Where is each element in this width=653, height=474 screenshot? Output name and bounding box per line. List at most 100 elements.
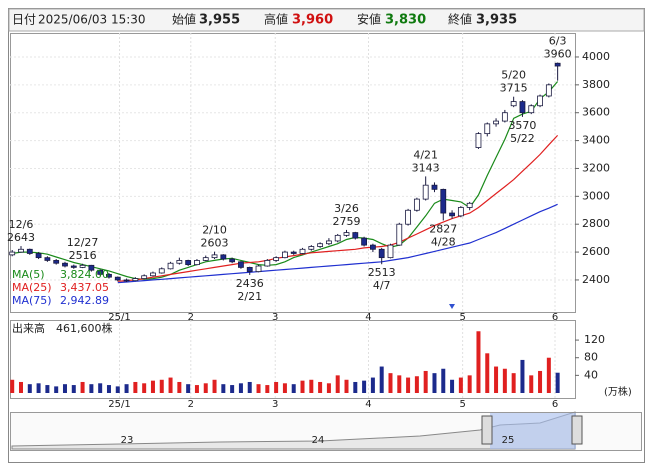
volume-bar: [115, 386, 120, 393]
candle-body: [537, 95, 543, 107]
volume-bar: [106, 385, 111, 393]
x-tick-label: 4: [365, 399, 371, 410]
annotation-label: 3/26: [334, 202, 359, 215]
date: 2025/06/03 15:30: [38, 13, 146, 27]
volume-bar: [362, 380, 367, 393]
volume-bar: [467, 375, 472, 393]
candle-body: [528, 105, 535, 114]
volume-bar: [520, 359, 525, 393]
x-tick-label: 5: [459, 399, 465, 410]
annotation-label: 5/20: [501, 69, 526, 82]
volume-unit: (万株): [604, 385, 632, 398]
volume-bar: [80, 381, 85, 393]
volume-bar: [555, 372, 560, 393]
candle-body: [449, 212, 455, 217]
volume-bar: [71, 385, 76, 393]
annotation-value: 2516: [69, 249, 97, 262]
candle-body: [326, 240, 332, 245]
annotation-value: 3570: [508, 119, 536, 132]
annotation-label: 5/22: [510, 132, 535, 145]
legend-value: 3,824.00: [60, 268, 109, 281]
annotation-value: 2759: [333, 215, 361, 228]
volume-bar: [450, 379, 455, 393]
volume-bar: [274, 381, 279, 393]
candle-body: [18, 248, 24, 253]
annotation-label: 4/28: [431, 235, 456, 248]
candle-body: [378, 248, 385, 259]
volume-bar: [529, 375, 534, 393]
volume-bar: [150, 380, 155, 393]
candle-body: [185, 260, 192, 266]
candle-body: [299, 248, 306, 254]
x-tick-label: 5: [459, 312, 465, 323]
candle-body: [246, 267, 253, 272]
volume-bar: [282, 383, 287, 393]
navigator-handle[interactable]: [481, 415, 493, 445]
volume-bar: [247, 381, 252, 393]
open-label: 始値: [172, 12, 196, 27]
volume-bar: [318, 381, 323, 393]
annotation-label: 4/21: [413, 148, 438, 161]
volume-bar: [494, 366, 499, 393]
volume-bar: [432, 373, 437, 393]
volume-panel: [10, 320, 576, 399]
volume-bar: [423, 370, 428, 393]
y-tick-label: 3200: [582, 161, 610, 174]
y-tick-label: 3000: [582, 189, 610, 202]
date-label: 日付: [12, 13, 36, 27]
volume-bar: [335, 375, 340, 393]
volume-bar: [18, 381, 23, 393]
candle-body: [396, 223, 403, 246]
volume-bar: [502, 368, 507, 393]
annotation-value: 3143: [412, 161, 440, 174]
volume-bar: [89, 384, 94, 393]
candle-body: [88, 264, 95, 271]
x-tick-label: 4: [365, 312, 371, 323]
annotation-value: 2513: [368, 266, 396, 279]
volume-bar: [353, 381, 358, 393]
candle-body: [238, 261, 244, 268]
candle-body: [290, 251, 297, 254]
high: 3,960: [292, 13, 333, 28]
candle-body: [70, 265, 77, 268]
x-tick-label: 25/1: [108, 399, 130, 410]
volume-bar: [168, 377, 173, 393]
volume-bar: [406, 377, 411, 393]
ma-line: [12, 81, 559, 280]
x-tick-label: 25/1: [108, 312, 130, 323]
candle-body: [79, 264, 86, 268]
volume-bar: [458, 377, 463, 393]
candle-body: [202, 257, 209, 261]
candle-body: [308, 246, 315, 250]
annotation-value: 2827: [429, 222, 457, 235]
volume-bar: [124, 384, 129, 393]
volume-bar: [291, 384, 296, 393]
volume-bar: [265, 385, 270, 393]
volume-title: 出来高: [12, 321, 45, 335]
volume-bar: [186, 384, 191, 393]
annotation-label: 12/6: [9, 218, 34, 231]
volume-bar: [309, 379, 314, 393]
legend-name: MA(5): [12, 268, 45, 281]
navigator-handle[interactable]: [571, 415, 583, 445]
navigator-label: 24: [312, 435, 325, 446]
volume-bar: [511, 373, 516, 393]
volume-bar: [177, 381, 182, 393]
annotation-label: 2/10: [202, 224, 227, 237]
volume-bar: [388, 373, 393, 393]
navigator-window[interactable]: [490, 413, 576, 449]
low: 3,830: [385, 13, 426, 28]
candle-body: [264, 260, 271, 267]
candle-body: [475, 133, 482, 148]
candle-body: [150, 272, 156, 277]
volume-bar: [203, 383, 208, 393]
volume-bar: [10, 379, 15, 393]
close-label: 終値: [448, 12, 472, 27]
volume-bar: [142, 383, 147, 393]
candle-body: [132, 278, 139, 282]
volume-bar: [344, 379, 349, 393]
x-tick-label: 2: [188, 312, 194, 323]
x-tick-label: 6: [552, 399, 558, 410]
volume-bar: [45, 385, 50, 393]
